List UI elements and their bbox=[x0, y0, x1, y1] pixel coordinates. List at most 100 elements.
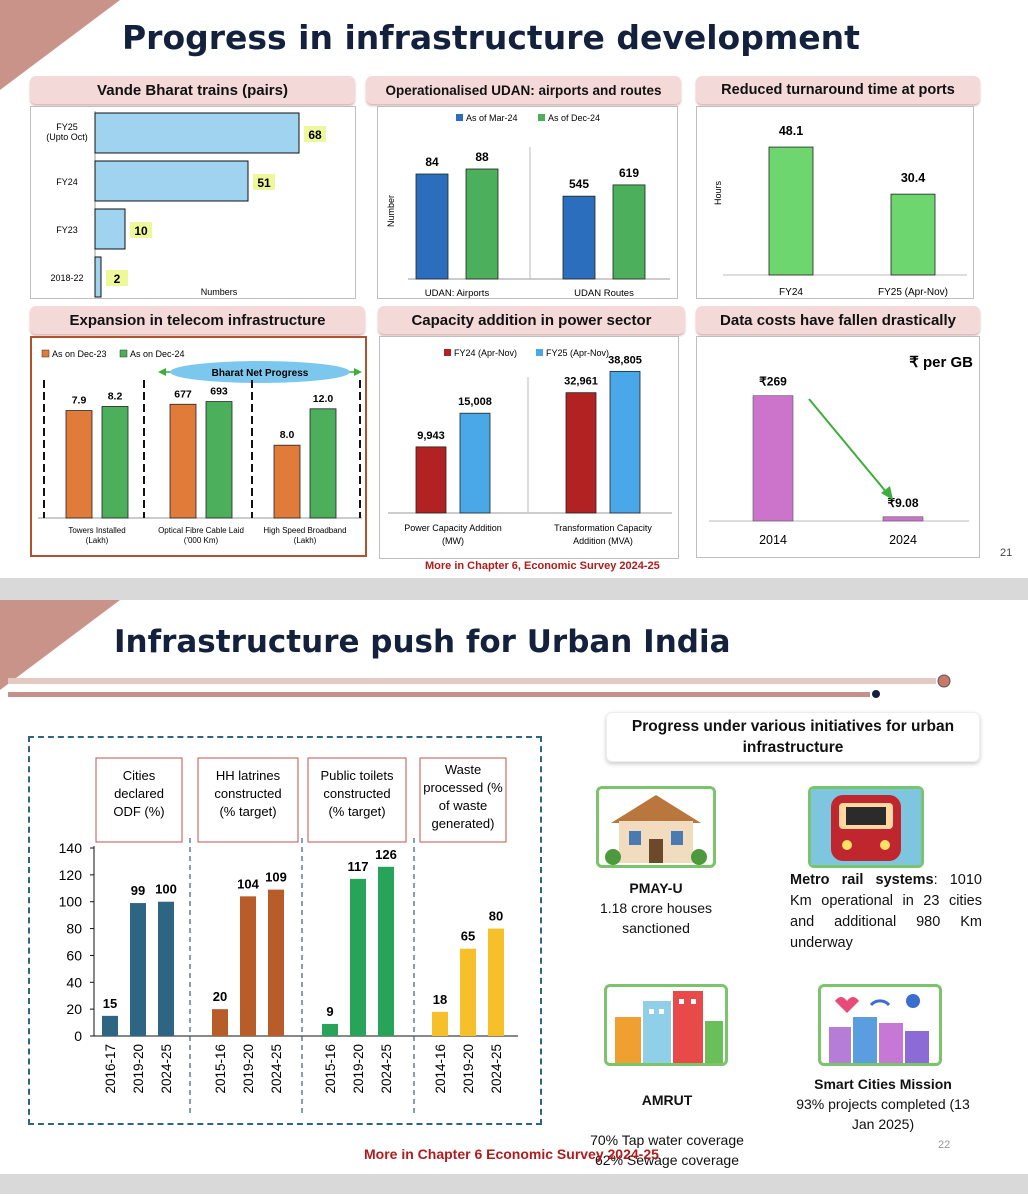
data-label: 109 bbox=[265, 870, 287, 885]
bar bbox=[94, 256, 102, 298]
bar bbox=[273, 444, 301, 519]
category-label: Transformation Capacity Addition (MVA) bbox=[554, 523, 652, 546]
next-slide-edge bbox=[0, 1194, 1028, 1200]
initiative-smart-cities: Smart Cities Mission 93% projects comple… bbox=[792, 1074, 974, 1134]
x-tick-label: 2019-20 bbox=[461, 1044, 476, 1094]
x-tick-label: 2016-17 bbox=[103, 1044, 118, 1094]
category-label: Power Capacity Addition (MW) bbox=[404, 523, 502, 546]
power-chart-box: FY24 (Apr-Nov) FY25 (Apr-Nov) 9,943 15,008 P… bbox=[379, 336, 679, 559]
data-label: 68 bbox=[308, 128, 322, 142]
power-bar-chart: FY24 (Apr-Nov) FY25 (Apr-Nov) 9,943 15,008 P… bbox=[388, 348, 672, 546]
data-label: 8.2 bbox=[108, 390, 123, 402]
bar bbox=[65, 410, 93, 519]
data-label: 38,805 bbox=[608, 354, 642, 366]
bar bbox=[205, 401, 233, 519]
corner-decoration bbox=[0, 600, 120, 690]
data-chart-box: ₹ per GB ₹269 2014 ₹9.08 2024 bbox=[696, 336, 980, 558]
data-label: 104 bbox=[237, 876, 259, 891]
legend-swatch bbox=[456, 114, 463, 121]
y-tick-label: 0 bbox=[74, 1028, 82, 1044]
bar bbox=[309, 408, 337, 519]
data-label: 117 bbox=[348, 859, 369, 874]
x-tick-label: 2015-16 bbox=[213, 1044, 228, 1094]
initiative-amrut: AMRUT 70% Tap water coverage 62% Sewage … bbox=[560, 1070, 774, 1170]
bar bbox=[212, 1009, 228, 1036]
group-label-box bbox=[419, 757, 507, 843]
initiatives-heading: Progress under various initiatives for u… bbox=[606, 712, 980, 762]
house-icon bbox=[596, 786, 716, 868]
bar bbox=[488, 928, 504, 1036]
legend-swatch bbox=[444, 349, 451, 356]
metro-train-icon bbox=[808, 786, 924, 868]
group-label: Waste processed (% of waste generated) bbox=[423, 762, 503, 831]
slide1-footer: More in Chapter 6, Economic Survey 2024-… bbox=[425, 560, 660, 572]
data-label: 9,943 bbox=[417, 430, 445, 442]
data-label-bg bbox=[106, 270, 128, 286]
y-tick-label: 120 bbox=[59, 867, 83, 883]
bar bbox=[415, 446, 447, 514]
legend-label: As of Dec-24 bbox=[548, 113, 600, 123]
data-label-bg bbox=[130, 222, 152, 238]
smart-city-icon bbox=[818, 984, 942, 1066]
y-tick-label: 60 bbox=[66, 947, 82, 963]
bar bbox=[459, 412, 491, 514]
data-label: 84 bbox=[425, 155, 439, 169]
slide-urban-infrastructure: Infrastructure push for Urban India 0 20 4… bbox=[0, 600, 1028, 1174]
x-tick-label: 2015-16 bbox=[323, 1044, 338, 1094]
data-label: 693 bbox=[210, 386, 228, 398]
telecom-bar-chart: As on Dec-23 As on Dec-24 Bharat Net Progr… bbox=[38, 349, 362, 545]
data-label: 9 bbox=[326, 1004, 333, 1019]
bar bbox=[465, 168, 499, 280]
y-tick-label: 100 bbox=[59, 894, 83, 910]
slide2-title: Infrastructure push for Urban India bbox=[114, 624, 731, 660]
initiative-desc: 93% projects completed (13 Jan 2025) bbox=[796, 1096, 970, 1132]
trend-arrow-head bbox=[881, 486, 893, 500]
bar bbox=[130, 903, 146, 1036]
data-label: 15 bbox=[103, 996, 117, 1011]
data-label-bg bbox=[253, 174, 275, 190]
city-buildings-icon bbox=[604, 984, 728, 1066]
data-label: 677 bbox=[174, 388, 192, 400]
bar bbox=[158, 901, 174, 1036]
data-label: 32,961 bbox=[564, 376, 598, 388]
bar bbox=[890, 193, 936, 276]
legend-label: As on Dec-24 bbox=[130, 349, 185, 359]
data-label: 15,008 bbox=[458, 396, 492, 408]
initiative-metro: Metro rail systems: 1010 Km operational … bbox=[790, 870, 982, 954]
y-tick-label: 140 bbox=[59, 840, 83, 856]
x-tick-label: 2024-25 bbox=[379, 1044, 394, 1094]
legend-swatch bbox=[41, 349, 50, 358]
data-label: 99 bbox=[131, 883, 145, 898]
data-label: 8.0 bbox=[280, 429, 295, 441]
ports-panel-title: Reduced turnaround time at ports bbox=[696, 76, 980, 104]
bar bbox=[94, 112, 300, 154]
category-label: FY24 bbox=[779, 287, 803, 298]
udan-bar-chart: As of Mar-24 As of Dec-24 Number 84 88 UDAN: … bbox=[386, 113, 670, 299]
x-tick-label: 2024-25 bbox=[159, 1044, 174, 1094]
data-label: 20 bbox=[213, 989, 227, 1004]
legend-label: As of Mar-24 bbox=[466, 113, 518, 123]
data-label: 545 bbox=[569, 177, 589, 191]
legend-swatch bbox=[538, 114, 545, 121]
data-label: 48.1 bbox=[779, 124, 803, 138]
data-label: 619 bbox=[619, 166, 639, 180]
category-label: FY23 bbox=[56, 225, 78, 235]
y-tick-label: 40 bbox=[66, 974, 82, 990]
trend-arrow-line bbox=[808, 398, 888, 494]
category-label: 2014 bbox=[759, 533, 787, 547]
initiative-name: Smart Cities Mission bbox=[814, 1076, 952, 1092]
bar bbox=[609, 370, 641, 514]
group-label-box bbox=[197, 757, 299, 843]
initiative-desc: 70% Tap water coverage 62% Sewage covera… bbox=[590, 1132, 744, 1168]
title-underline-decoration bbox=[8, 674, 951, 698]
x-tick-label: 2019-20 bbox=[351, 1044, 366, 1094]
corner-decoration bbox=[0, 0, 120, 90]
banner-ellipse bbox=[170, 361, 350, 383]
category-label: 2018-22 bbox=[50, 273, 83, 283]
x-tick-label: 2024-25 bbox=[489, 1044, 504, 1094]
slide2-page-number: 22 bbox=[938, 1139, 951, 1151]
y-axis-label: Hours bbox=[713, 181, 723, 206]
bar bbox=[350, 878, 366, 1036]
data-label: 126 bbox=[375, 847, 397, 862]
telecom-chart-box: As on Dec-23 As on Dec-24 Bharat Net Progr… bbox=[30, 336, 367, 557]
